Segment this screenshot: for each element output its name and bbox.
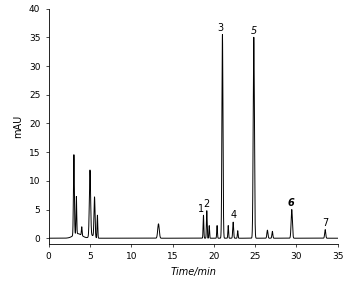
Text: 3: 3 (218, 23, 224, 33)
Text: 2: 2 (204, 199, 210, 209)
X-axis label: Time/min: Time/min (170, 267, 216, 277)
Text: 6: 6 (287, 198, 294, 208)
Y-axis label: mAU: mAU (13, 115, 23, 138)
Text: 1: 1 (198, 203, 205, 214)
Text: 7: 7 (322, 218, 328, 228)
Text: 4: 4 (230, 210, 236, 220)
Text: 5: 5 (251, 26, 257, 36)
